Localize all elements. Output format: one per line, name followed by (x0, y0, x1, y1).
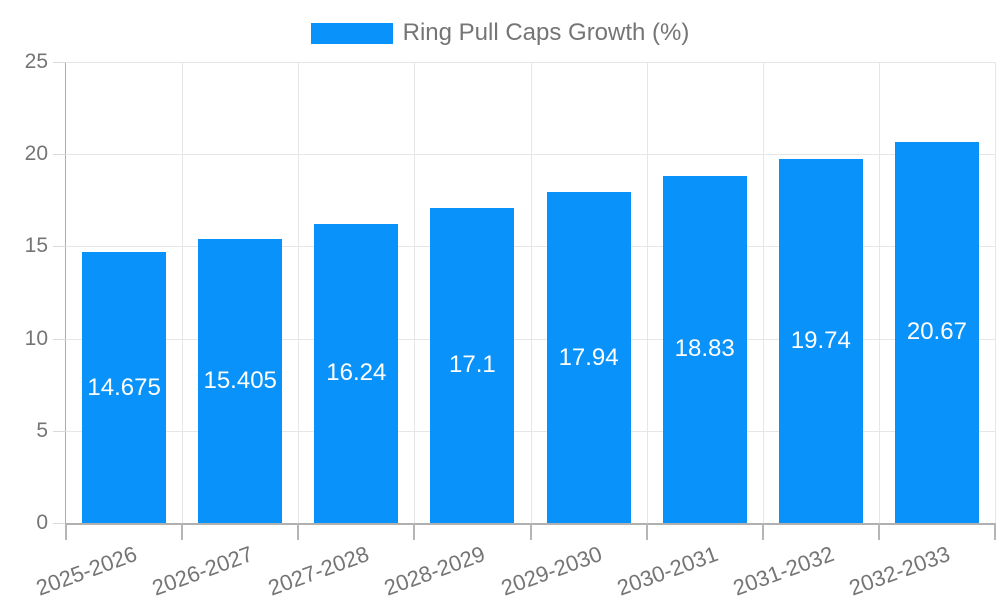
y-tick-label: 25 (24, 50, 48, 73)
x-axis-tick (65, 523, 67, 540)
y-gridline (66, 62, 995, 63)
x-axis-tick (646, 523, 648, 540)
bar[interactable] (778, 159, 863, 523)
y-axis-line (65, 62, 66, 523)
bar-value-label: 20.67 (906, 318, 967, 346)
y-axis-tick (53, 523, 66, 524)
x-gridline (531, 62, 532, 523)
y-axis-tick (53, 431, 66, 432)
y-gridline (66, 246, 995, 247)
x-axis-tick (297, 523, 299, 540)
y-gridline (66, 339, 995, 340)
legend-label: Ring Pull Caps Growth (%) (402, 19, 690, 46)
y-tick-label: 0 (36, 511, 48, 534)
y-axis-tick (53, 246, 66, 247)
y-tick-label: 5 (36, 419, 48, 442)
y-tick-label: 20 (24, 142, 48, 165)
bar[interactable] (430, 207, 515, 523)
x-axis-tick (762, 523, 764, 540)
legend[interactable]: Ring Pull Caps Growth (%) (0, 19, 1000, 47)
x-gridline (182, 62, 183, 523)
x-axis-tick (878, 523, 880, 540)
x-gridline (414, 62, 415, 523)
y-axis-tick (53, 339, 66, 340)
x-axis-tick (181, 523, 183, 540)
bar[interactable] (198, 238, 283, 523)
x-axis-tick (530, 523, 532, 540)
bar-value-label: 19.74 (790, 327, 851, 354)
bar[interactable] (314, 223, 399, 523)
legend-swatch-icon (310, 22, 393, 44)
bar-value-label: 17.1 (449, 351, 496, 379)
x-gridline (647, 62, 648, 523)
x-gridline (763, 62, 764, 523)
bar-value-label: 17.94 (558, 343, 619, 371)
y-axis-tick (53, 154, 66, 155)
bar-value-label: 14.675 (87, 373, 161, 401)
y-gridline (66, 154, 995, 155)
bar[interactable] (546, 192, 631, 523)
x-gridline (298, 62, 299, 523)
x-gridline (879, 62, 880, 523)
bar-value-label: 16.24 (326, 359, 387, 387)
y-tick-label: 10 (24, 327, 48, 350)
bar[interactable] (82, 252, 167, 523)
plot-area: 0 5 10 15 20 25 14.675 2025-2026 15.405 2026-2027… (25, 50, 996, 600)
y-axis-tick (53, 62, 66, 63)
bar[interactable] (894, 141, 979, 523)
bar[interactable] (662, 175, 747, 523)
x-axis-tick (994, 523, 996, 540)
bar-value-label: 18.83 (674, 335, 735, 363)
x-axis-tick (413, 523, 415, 540)
x-gridline (995, 62, 996, 523)
y-tick-label: 15 (24, 234, 48, 257)
y-gridline (66, 431, 995, 432)
bar-value-label: 15.405 (203, 367, 277, 394)
